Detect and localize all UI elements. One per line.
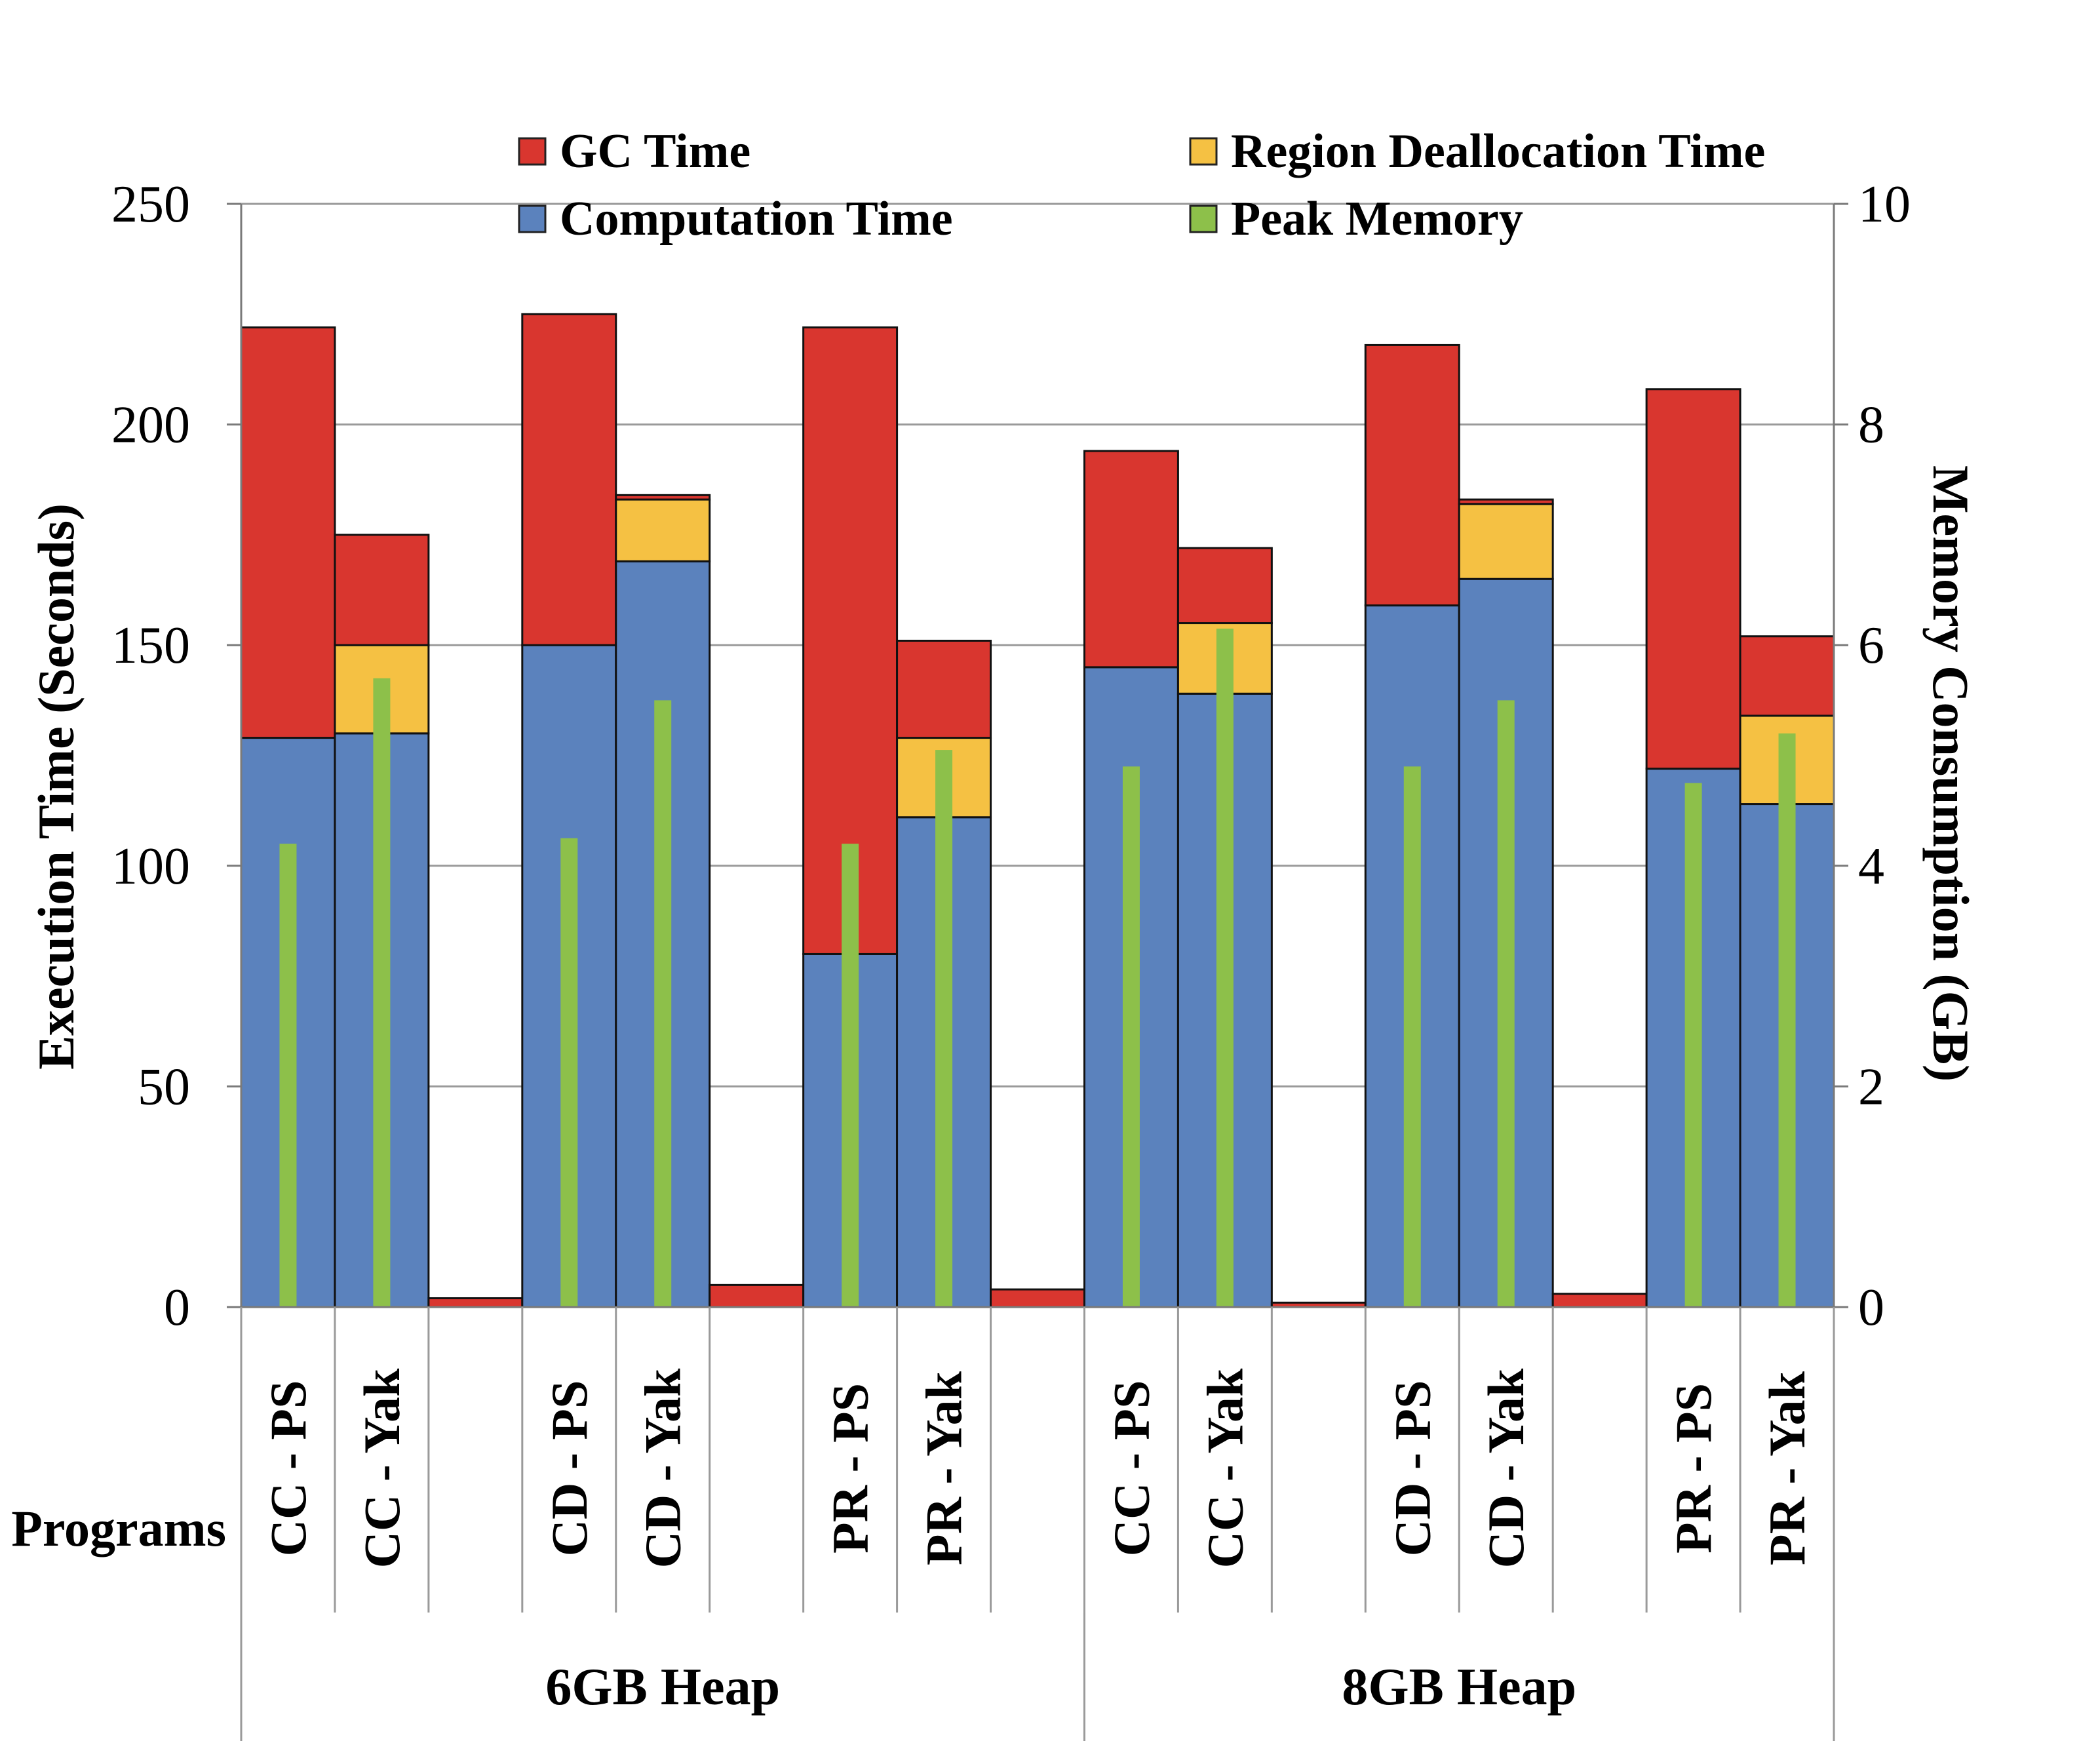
category-label: CC - Yak xyxy=(1196,1368,1253,1568)
legend-label: GC Time xyxy=(560,125,750,178)
legend-label: Computation Time xyxy=(560,192,953,246)
legend-swatch xyxy=(518,137,547,166)
y-tick-label: 100 xyxy=(111,838,190,895)
bar-segment xyxy=(1176,547,1273,625)
category-label: CD - PS xyxy=(541,1380,598,1557)
category-label: PR - Yak xyxy=(1759,1371,1816,1565)
bars xyxy=(240,313,1835,1308)
peak-memory-bar xyxy=(935,750,953,1307)
bar-segment xyxy=(1458,503,1554,580)
y-tick-label: 150 xyxy=(111,617,190,675)
bar-segment xyxy=(1551,1293,1648,1308)
peak-memory-bar xyxy=(1122,766,1140,1307)
category-label: CC - PS xyxy=(260,1380,317,1557)
y-tick-label: 200 xyxy=(111,397,190,454)
bar-segment xyxy=(1739,635,1835,717)
category-label: CC - Yak xyxy=(353,1368,410,1568)
y2-tick-label: 6 xyxy=(1858,617,1884,675)
legend-label: Region Deallocation Time xyxy=(1231,125,1765,178)
peak-memory-bar xyxy=(1497,700,1515,1307)
category-label: PR - PS xyxy=(822,1383,879,1554)
gridlines xyxy=(241,203,1834,1308)
y2-tick-label: 10 xyxy=(1858,176,1911,233)
group-label: 8GB Heap xyxy=(1342,1658,1576,1716)
peak-memory-bar xyxy=(1778,733,1796,1307)
peak-memory-bar xyxy=(560,838,578,1307)
y-tick-label: 50 xyxy=(138,1058,190,1116)
peak-memory-bar xyxy=(373,678,391,1307)
axes xyxy=(227,203,1848,1741)
bar-segment xyxy=(615,494,711,501)
legend-swatch xyxy=(1189,137,1218,166)
category-label: PR - Yak xyxy=(916,1371,973,1565)
y-tick-label: 0 xyxy=(164,1279,190,1337)
y2-axis-title: Memory Consumption (GB) xyxy=(1922,465,1979,1082)
bar-segment xyxy=(709,1283,805,1308)
y2-tick-label: 8 xyxy=(1858,397,1884,454)
legend-swatch xyxy=(1189,205,1218,233)
peak-memory-bar xyxy=(842,844,859,1307)
peak-memory-bar xyxy=(1403,766,1421,1307)
axis-titles: Execution Time (Seconds) Memory Consumpt… xyxy=(11,465,1979,1557)
peak-memory-bar xyxy=(654,700,672,1307)
category-label: CD - Yak xyxy=(1477,1368,1534,1568)
category-label: CD - Yak xyxy=(634,1368,691,1568)
legend: GC Time Region Deallocation Time Computati… xyxy=(518,125,1765,246)
peak-memory-bar xyxy=(279,844,297,1307)
bar-segment xyxy=(1645,388,1741,770)
peak-memory-bar xyxy=(1684,783,1702,1307)
x-axis-title: Programs xyxy=(11,1500,226,1557)
bar-segment xyxy=(427,1297,524,1308)
bar-segment xyxy=(896,639,992,739)
bar-segment xyxy=(334,534,430,646)
tick-labels: 0 50 100 150 200 250 0 2 4 6 8 10 xyxy=(111,176,1911,1337)
category-label: CC - PS xyxy=(1102,1380,1159,1557)
y-tick-label: 250 xyxy=(111,176,190,233)
category-label: PR - PS xyxy=(1665,1383,1722,1554)
bar-segment xyxy=(1083,450,1179,669)
y2-tick-label: 2 xyxy=(1858,1058,1884,1116)
group-label: 6GB Heap xyxy=(545,1658,780,1716)
y-axis-title: Execution Time (Seconds) xyxy=(28,503,85,1070)
bar-segment xyxy=(1458,498,1554,505)
category-label: CD - PS xyxy=(1384,1380,1441,1557)
legend-label: Peak Memory xyxy=(1231,192,1523,246)
y2-tick-label: 4 xyxy=(1858,838,1884,895)
bar-segment xyxy=(1364,343,1460,607)
legend-swatch xyxy=(518,205,547,233)
peak-memory-bar xyxy=(1216,628,1234,1307)
bar-segment xyxy=(990,1288,1085,1308)
bar-segment xyxy=(615,498,711,562)
bar-segment xyxy=(521,313,617,646)
bar-segment xyxy=(240,326,336,739)
y2-tick-label: 0 xyxy=(1858,1279,1884,1337)
category-labels: 6GB Heap 8GB Heap CC - PS CC - Yak CD - PS CD… xyxy=(260,1368,1816,1716)
